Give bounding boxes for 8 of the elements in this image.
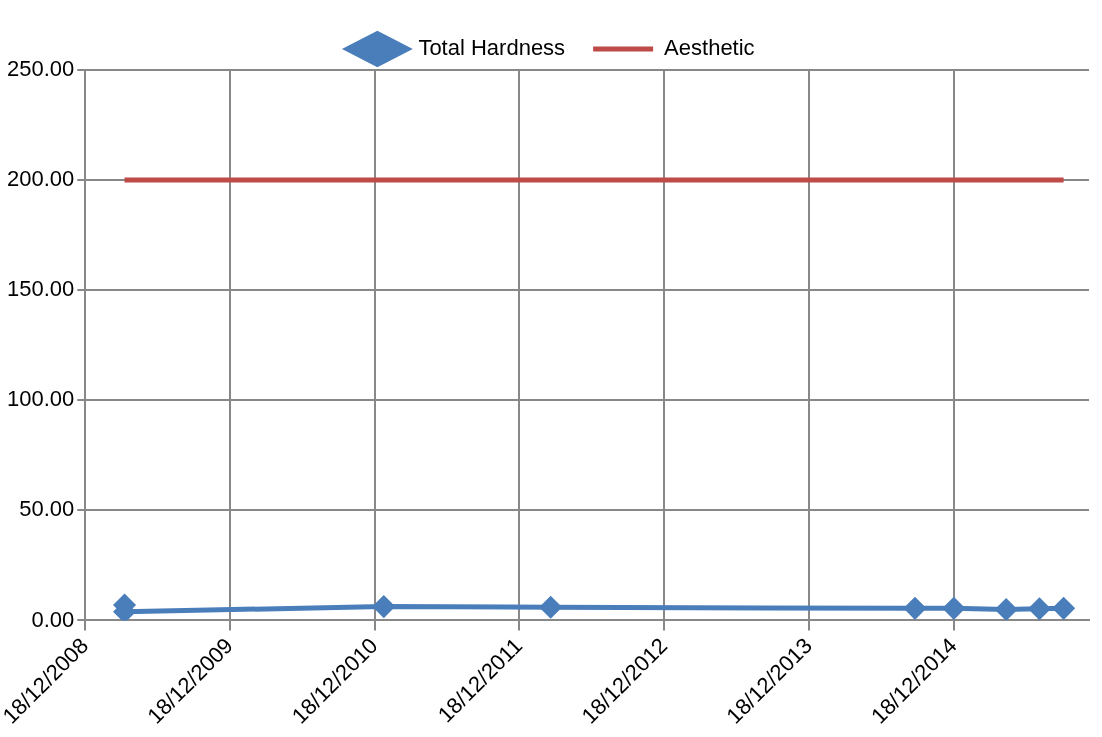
y-tick-label: 150.00	[6, 276, 75, 302]
y-tick-label: 50.00	[19, 496, 75, 522]
y-tick-label: 100.00	[6, 386, 75, 412]
y-tick-label: 0.00	[31, 606, 75, 632]
y-tick-label: 200.00	[6, 166, 75, 192]
legend-label: Total Hardness	[418, 35, 566, 61]
legend-label: Aesthetic	[664, 35, 755, 61]
y-tick-label: 250.00	[6, 56, 75, 82]
